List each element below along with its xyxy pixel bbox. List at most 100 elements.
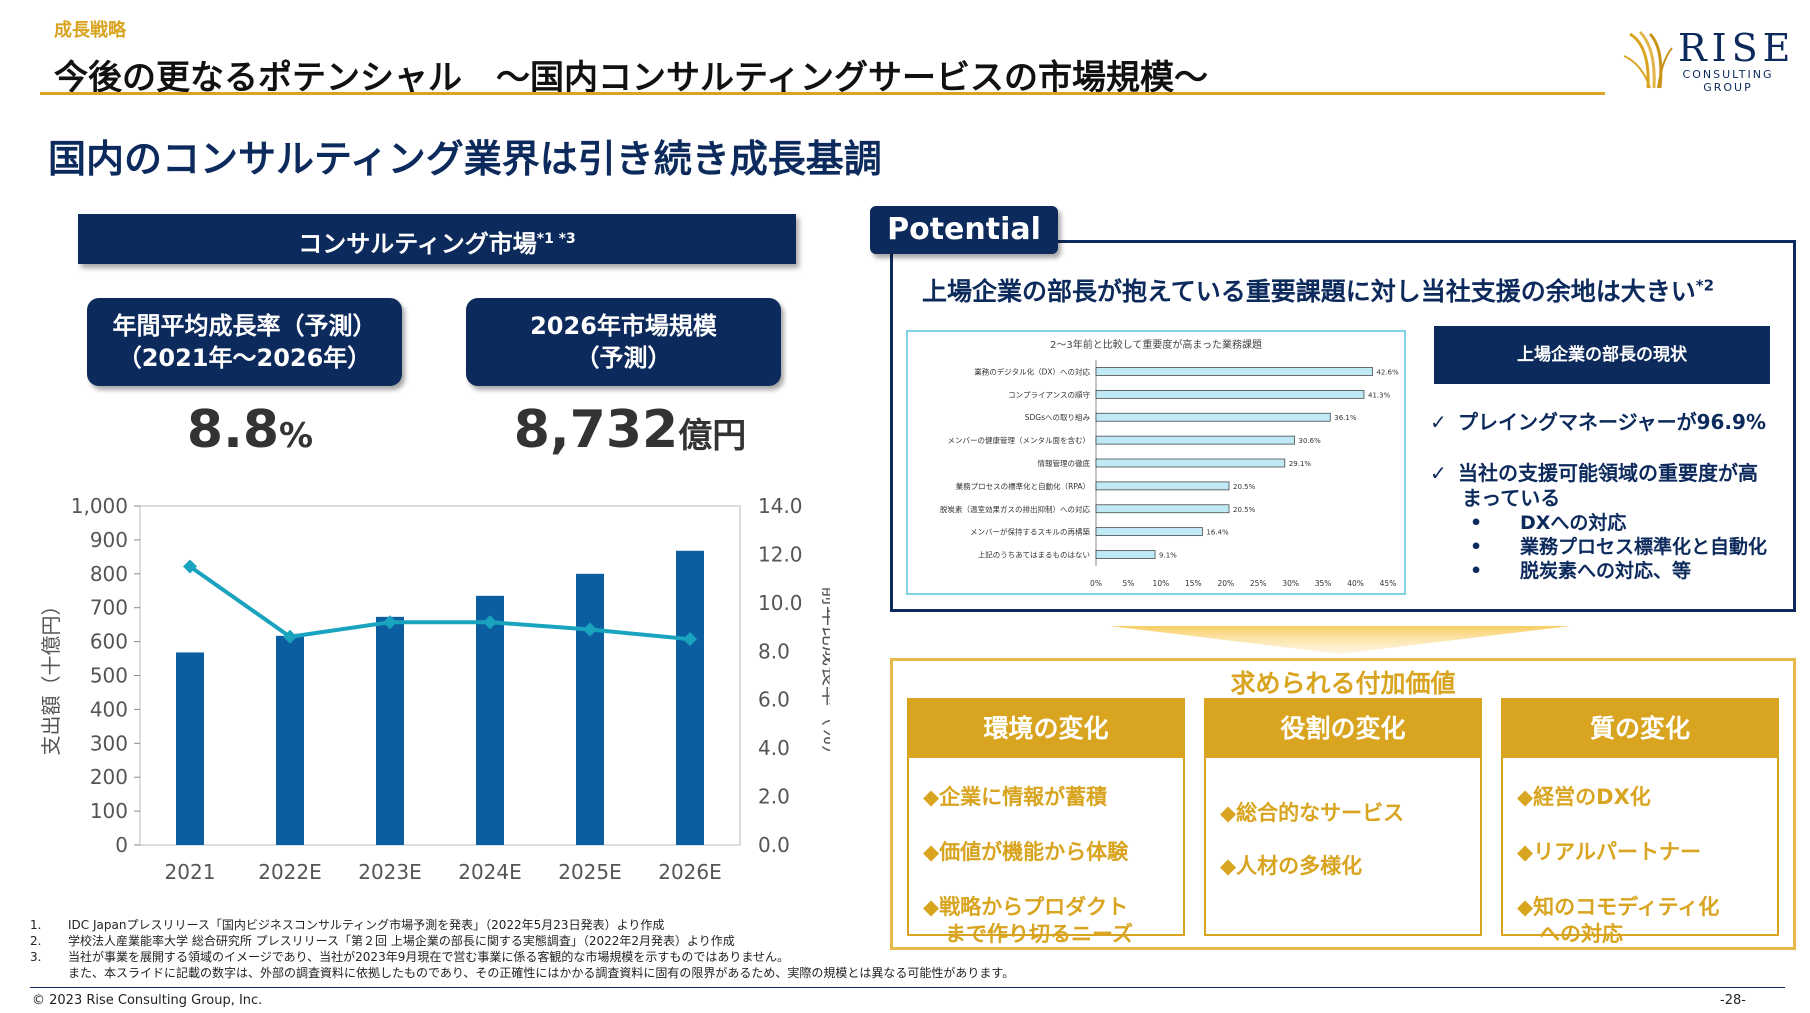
bar <box>376 616 404 845</box>
y-tick-label: 300 <box>90 731 128 755</box>
value-title: 求められる付加価値 <box>1230 669 1456 698</box>
kpi-growth-line2: （2021年～2026年） <box>117 344 372 372</box>
value-item-cont: への対応 <box>1539 922 1623 946</box>
x-tick-label: 2025E <box>558 860 622 884</box>
y-tick-label: 1,000 <box>71 494 128 518</box>
value-item: ◆企業に情報が蓄積 <box>923 785 1108 809</box>
y-axis-label: 支出額（十億円） <box>40 596 63 756</box>
y2-axis-label: 前年比成長率（%） <box>819 586 830 765</box>
bullet-dot-icon: • <box>1470 536 1483 558</box>
potential-heading: 上場企業の部長が抱えている重要課題に対し当社支援の余地は大きい*2 <box>922 272 1714 308</box>
survey-bar <box>1095 504 1230 514</box>
value-item-cont: まで作り切るニーズ <box>945 922 1133 946</box>
value-column-role: 役割の変化 ◆総合的なサービス ◆人材の多様化 <box>1204 698 1482 936</box>
survey-bar <box>1095 458 1286 468</box>
survey-bar <box>1095 389 1365 399</box>
footer-divider <box>30 987 1785 988</box>
survey-value: 9.1% <box>1159 552 1177 560</box>
x-tick-label: 2024E <box>458 860 522 884</box>
survey-value: 20.5% <box>1233 483 1256 491</box>
status-banner: 上場企業の部長の現状 <box>1434 326 1770 384</box>
down-arrow-icon <box>1110 626 1570 654</box>
y-tick-label: 200 <box>90 765 128 789</box>
sub-bullet: • 脱炭素への対応、等 <box>1430 559 1790 583</box>
y2-tick-label: 10.0 <box>758 591 803 615</box>
footnote-text: 当社が事業を展開する領域のイメージであり、当社が2023年9月現在で営む事業に係… <box>68 950 789 964</box>
y-tick-label: 0 <box>115 833 128 857</box>
value-column-quality: 質の変化 ◆経営のDX化 ◆リアルパートナー ◆知のコモディティ化 への対応 <box>1501 698 1779 946</box>
potential-heading-text: 上場企業の部長が抱えている重要課題に対し当社支援の余地は大きい <box>922 277 1696 306</box>
growth-point <box>583 622 597 637</box>
value-column-environment: 環境の変化 ◆企業に情報が蓄積 ◆価値が機能から体験 ◆戦略からプロダクト まで… <box>907 698 1185 946</box>
value-item: ◆知のコモディティ化 <box>1517 895 1720 919</box>
logo-subtext: CONSULTING GROUP <box>1680 68 1776 94</box>
value-column-head: 役割の変化 <box>1206 700 1480 758</box>
bar <box>276 635 304 845</box>
bar <box>676 550 704 845</box>
potential-heading-note: *2 <box>1695 276 1715 295</box>
bar <box>476 595 504 845</box>
survey-bar <box>1095 412 1331 422</box>
survey-label: コンプライアンスの順守 <box>1008 389 1090 399</box>
kpi-size-line1: 2026年市場規模 <box>530 312 717 340</box>
value-column-head: 質の変化 <box>1503 700 1777 758</box>
survey-bar <box>1095 550 1156 559</box>
footnotes: 1. IDC Japanプレスリリース「国内ビジネスコンサルティング市場予測を発表… <box>30 917 1014 981</box>
survey-label: 業務のデジタル化（DX）への対応 <box>974 366 1090 376</box>
sub-bullet: • DXへの対応 <box>1430 511 1790 535</box>
potential-tag: Potential <box>870 206 1058 254</box>
kpi-growth-box: 年間平均成長率（予測） （2021年～2026年） <box>87 298 402 386</box>
survey-label: メンバーが保持するスキルの再構築 <box>970 527 1090 537</box>
survey-value: 29.1% <box>1289 460 1312 468</box>
kpi-size-number: 8,732 <box>513 400 679 460</box>
y2-tick-label: 6.0 <box>758 688 790 712</box>
growth-line <box>188 564 691 642</box>
survey-label: 業務プロセスの標準化と自動化（RPA） <box>956 481 1090 491</box>
market-label: コンサルティング市場 <box>298 230 537 258</box>
y-tick-label: 100 <box>90 799 128 823</box>
x-tick-label: 2023E <box>358 860 422 884</box>
survey-x-tick: 35% <box>1315 579 1332 588</box>
y2-tick-label: 8.0 <box>758 639 790 663</box>
kpi-size-unit: 億円 <box>678 416 747 456</box>
survey-x-tick: 20% <box>1217 579 1234 588</box>
y2-tick-label: 2.0 <box>758 785 790 809</box>
survey-x-tick: 25% <box>1250 579 1267 588</box>
footnote-number: 2. <box>30 934 42 948</box>
survey-value: 42.6% <box>1376 368 1399 376</box>
bullet-item: ✓ 当社の支援可能領域の重要度が高 <box>1430 461 1790 486</box>
survey-label: SDGsへの取り組み <box>1025 412 1091 422</box>
survey-bar <box>1095 435 1295 445</box>
bullet-item: ✓ プレイングマネージャーが96.9% <box>1430 410 1790 435</box>
survey-value: 41.3% <box>1368 391 1391 399</box>
page-title: 今後の更なるポテンシャル ～国内コンサルティングサービスの市場規模～ <box>54 58 1208 98</box>
market-chart: 0 100 200 300 400 500 600 700 800 900 1,000 0.0 2.0 4… <box>40 494 830 884</box>
survey-x-tick: 0% <box>1090 579 1102 588</box>
section-tag: 成長戦略 <box>54 20 126 41</box>
value-column-head: 環境の変化 <box>909 700 1183 758</box>
y2-tick-label: 0.0 <box>758 833 790 857</box>
logo-sub-line1: CONSULTING <box>1682 68 1774 81</box>
check-icon: ✓ <box>1430 461 1447 485</box>
y2-tick-label: 14.0 <box>758 494 803 518</box>
y-tick-label: 500 <box>90 664 128 688</box>
copyright: © 2023 Rise Consulting Group, Inc. <box>32 993 263 1008</box>
y-tick-label: 400 <box>90 697 128 721</box>
page-number: -28- <box>1720 993 1746 1008</box>
survey-x-tick: 45% <box>1380 579 1397 588</box>
x-tick-label: 2022E <box>258 860 322 884</box>
survey-bar <box>1095 527 1203 537</box>
kpi-growth-number: 8.8 <box>186 400 280 460</box>
x-tick-label: 2021 <box>165 860 216 884</box>
footnote-number: 1. <box>30 918 42 932</box>
bullet-dot-icon: • <box>1470 512 1483 534</box>
plot-frame <box>139 505 741 846</box>
survey-x-tick: 30% <box>1282 579 1299 588</box>
survey-value: 20.5% <box>1233 506 1256 514</box>
y-tick-label: 700 <box>90 596 128 620</box>
market-note: *1 *3 <box>536 231 576 247</box>
survey-x-tick: 5% <box>1122 579 1134 588</box>
bullet-text-1: プレイングマネージャーが96.9% <box>1458 410 1766 434</box>
value-item: ◆経営のDX化 <box>1517 785 1651 809</box>
y-tick-label: 900 <box>90 528 128 552</box>
